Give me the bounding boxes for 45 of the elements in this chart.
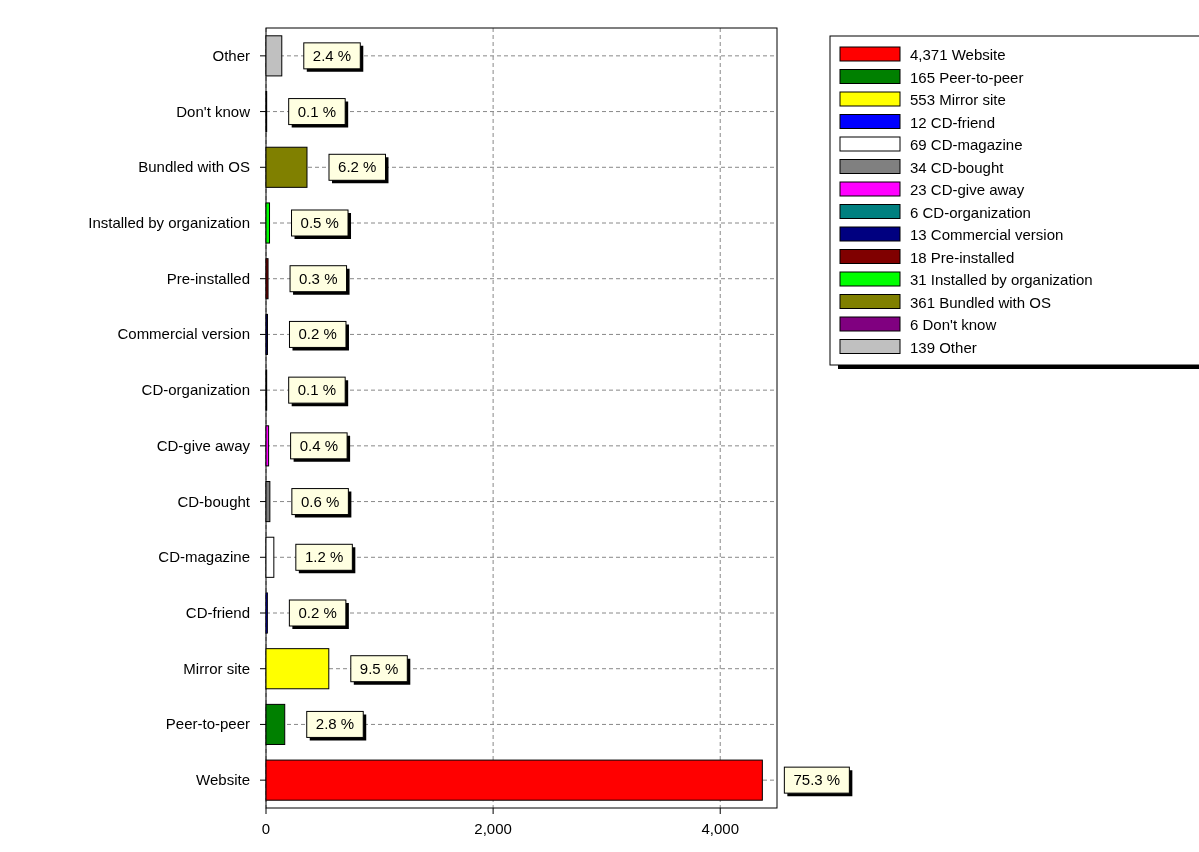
y-tick-label: Installed by organization <box>88 214 250 231</box>
legend-label: 139 Other <box>910 338 977 356</box>
legend-label: 13 Commercial version <box>910 226 1064 243</box>
legend-label: 361 Bundled with OS <box>910 293 1051 311</box>
y-tick-label: CD-give away <box>156 436 251 454</box>
annotation: 2.8 % <box>315 715 355 733</box>
annotation: 1.2 % <box>304 548 344 566</box>
annotation: 0.1 % <box>297 381 337 399</box>
legend-label: 69 CD-magazine <box>910 136 1023 153</box>
legend-label: 165 Peer-to-peer <box>910 68 1024 86</box>
legend-label: 6 CD-organization <box>910 203 1031 221</box>
y-tick-label: CD-friend <box>185 604 250 621</box>
x-tick-label: 0 <box>261 820 271 837</box>
y-tick-label: CD-bought <box>177 492 251 510</box>
annotation: 0.3 % <box>299 269 338 287</box>
y-tick-label: Don't know <box>176 102 251 120</box>
y-tick-label: Bundled with OS <box>138 158 250 176</box>
x-tick-label: 2,000 <box>474 820 512 837</box>
legend-label: 553 Mirror site <box>910 91 1006 108</box>
legend-label: 12 CD-friend <box>910 113 996 131</box>
annotation: 2.4 % <box>312 46 352 64</box>
annotation: 9.5 % <box>359 659 399 677</box>
y-tick-label: Peer-to-peer <box>165 715 250 733</box>
annotation: 0.1 % <box>297 102 337 120</box>
x-tick-label: 4,000 <box>701 820 739 837</box>
legend-label: 23 CD-give away <box>910 181 1025 198</box>
annotation: 75.3 % <box>793 771 841 789</box>
annotation: 0.2 % <box>298 604 337 621</box>
y-tick-label: Pre-installed <box>166 269 250 287</box>
y-tick-label: Mirror site <box>183 659 250 677</box>
annotation: 6.2 % <box>338 158 377 176</box>
y-tick-label: Website <box>196 771 250 789</box>
annotation: 0.4 % <box>299 436 339 454</box>
legend-label: 31 Installed by organization <box>910 271 1093 288</box>
y-tick-label: CD-organization <box>141 381 250 399</box>
legend-label: 34 CD-bought <box>910 158 1005 176</box>
annotation: 0.6 % <box>300 492 340 510</box>
y-tick-label: Other <box>212 46 250 64</box>
y-tick-label: Commercial version <box>117 325 250 343</box>
legend-label: 18 Pre-installed <box>910 248 1015 266</box>
y-tick-label: CD-magazine <box>158 548 250 566</box>
annotation: 0.2 % <box>298 325 337 343</box>
annotation: 0.5 % <box>300 214 339 231</box>
legend-label: 4,371 Website <box>910 46 1006 63</box>
legend-label: 6 Don't know <box>910 316 997 333</box>
